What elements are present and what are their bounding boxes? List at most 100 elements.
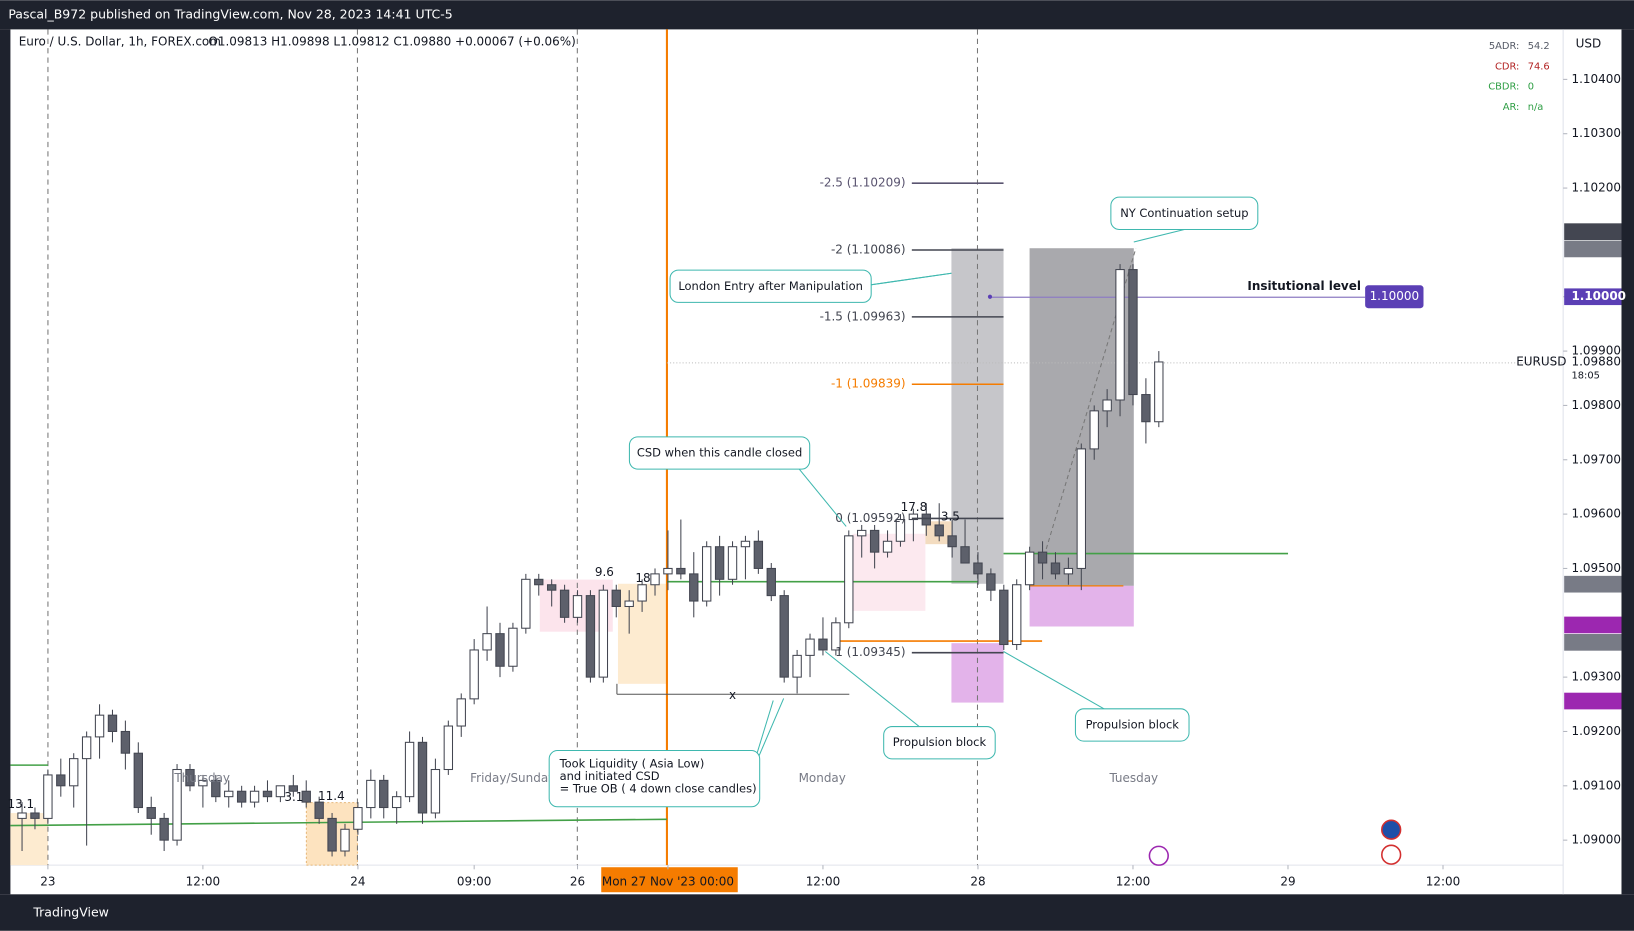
callout-box — [1110, 196, 1259, 230]
candle-body — [224, 790, 234, 798]
candle-body — [353, 807, 363, 830]
top-bar — [0, 0, 1634, 30]
candle-body — [727, 546, 738, 580]
candle-body — [521, 578, 531, 629]
candle-body — [637, 584, 647, 602]
y-tick-label: 1.10400 — [1571, 72, 1621, 86]
zone — [1029, 585, 1134, 627]
candle-body — [17, 812, 27, 819]
candle-body — [882, 540, 893, 553]
candle-body — [159, 817, 169, 841]
price-badge — [1564, 692, 1622, 710]
candle-body — [211, 779, 221, 798]
callout-text: = True OB ( 4 down close candles) — [560, 782, 757, 796]
candle-body — [275, 785, 286, 798]
candle-body — [857, 529, 867, 537]
candle-body — [831, 622, 841, 651]
institutional-anchor — [987, 294, 993, 299]
count-label: 11.4 — [318, 789, 345, 803]
candle-body — [301, 790, 311, 803]
count-label: 13.1 — [8, 797, 35, 811]
candle-body — [133, 752, 143, 809]
callout-text: CSD when this candle closed — [637, 445, 802, 459]
candle-body — [663, 567, 673, 575]
candle-body — [456, 698, 466, 727]
ohlc-values: O1.09813 H1.09898 L1.09812 C1.09880 +0.0… — [208, 34, 575, 48]
candle-body — [198, 779, 208, 787]
stat-value: 74.6 — [1528, 61, 1550, 72]
candle-body — [262, 790, 273, 798]
candle-body — [1037, 551, 1048, 564]
candle-body — [960, 546, 970, 564]
candle-body — [69, 758, 79, 787]
candle-body — [650, 573, 660, 586]
callout-text: NY Continuation setup — [1120, 206, 1248, 220]
candle-body — [340, 828, 350, 852]
callout-pointer — [860, 272, 952, 287]
candle-body — [611, 589, 621, 608]
zone — [10, 813, 48, 866]
price-badge — [1564, 288, 1622, 306]
stat-label: CDR: — [1495, 61, 1519, 72]
y-tick-label: 1.10200 — [1571, 181, 1621, 195]
candle-body — [947, 535, 957, 548]
liquidity-marker: x — [729, 688, 736, 702]
candle-body — [779, 595, 789, 678]
candle-body — [417, 741, 428, 814]
eu-flag[interactable] — [1381, 819, 1402, 840]
callout-box — [548, 749, 761, 808]
stat-label: AR: — [1503, 102, 1520, 113]
price-badge — [1564, 575, 1622, 593]
candles — [17, 264, 1164, 857]
callout-text: Propulsion block — [893, 735, 987, 749]
candle-body — [404, 741, 415, 798]
candle-body — [908, 513, 919, 521]
candle-body — [495, 633, 505, 667]
symbol: EURUSD — [1516, 354, 1566, 368]
y-tick-label: 1.09500 — [1571, 561, 1621, 575]
instrument-title: Euro / U.S. Dollar, 1h, FOREX.com — [19, 34, 221, 48]
candle-body — [56, 774, 66, 787]
annotations: Euro / U.S. Dollar, 1h, FOREX.comO1.0981… — [8, 34, 1626, 811]
bottom-bar — [0, 894, 1634, 931]
candle-body — [1154, 361, 1164, 423]
candle-body — [430, 768, 441, 814]
current-price: 1.09880 — [1571, 354, 1621, 368]
event-icon[interactable] — [1148, 845, 1169, 866]
candle-body — [391, 796, 402, 809]
x-tick-label: 29 — [1280, 874, 1295, 888]
candle-body — [805, 638, 815, 656]
candle-body — [1128, 269, 1138, 396]
candle-body — [572, 595, 583, 618]
price-badge — [1564, 223, 1622, 240]
candle-body — [1050, 562, 1061, 575]
callout-pointer — [1133, 228, 1185, 243]
candle-body — [740, 540, 751, 548]
price-badge — [1564, 240, 1622, 258]
fib-label: 1 (1.09345) — [835, 645, 905, 659]
callout-text: Propulsion block — [1086, 717, 1180, 731]
left-border — [0, 29, 11, 895]
stat-label: CBDR: — [1488, 82, 1519, 93]
price-badge-label: 1.10000 — [1571, 289, 1626, 303]
candle-body — [973, 562, 983, 575]
callout-text: Took Liquidity ( Asia Low) — [559, 757, 705, 771]
x-tick-label: Mon 27 Nov '23 00:00 — [602, 874, 734, 888]
price-badge — [1564, 634, 1622, 651]
callout-box — [1074, 708, 1190, 742]
price-badge — [1564, 616, 1622, 634]
candle-body — [469, 649, 479, 700]
x-tick-label: 12:00 — [186, 874, 221, 888]
candle-body — [30, 812, 40, 819]
y-tick-label: 1.09700 — [1571, 452, 1621, 466]
candle-body — [327, 817, 337, 852]
candle-body — [172, 768, 182, 841]
count-label: 9.6 — [595, 565, 614, 579]
us-flag[interactable] — [1381, 844, 1402, 865]
x-tick-highlight — [601, 867, 738, 893]
candle-body — [714, 546, 725, 580]
countdown: 18:05 — [1571, 370, 1599, 381]
callout-pointer — [798, 468, 847, 527]
candle-body — [366, 779, 376, 809]
